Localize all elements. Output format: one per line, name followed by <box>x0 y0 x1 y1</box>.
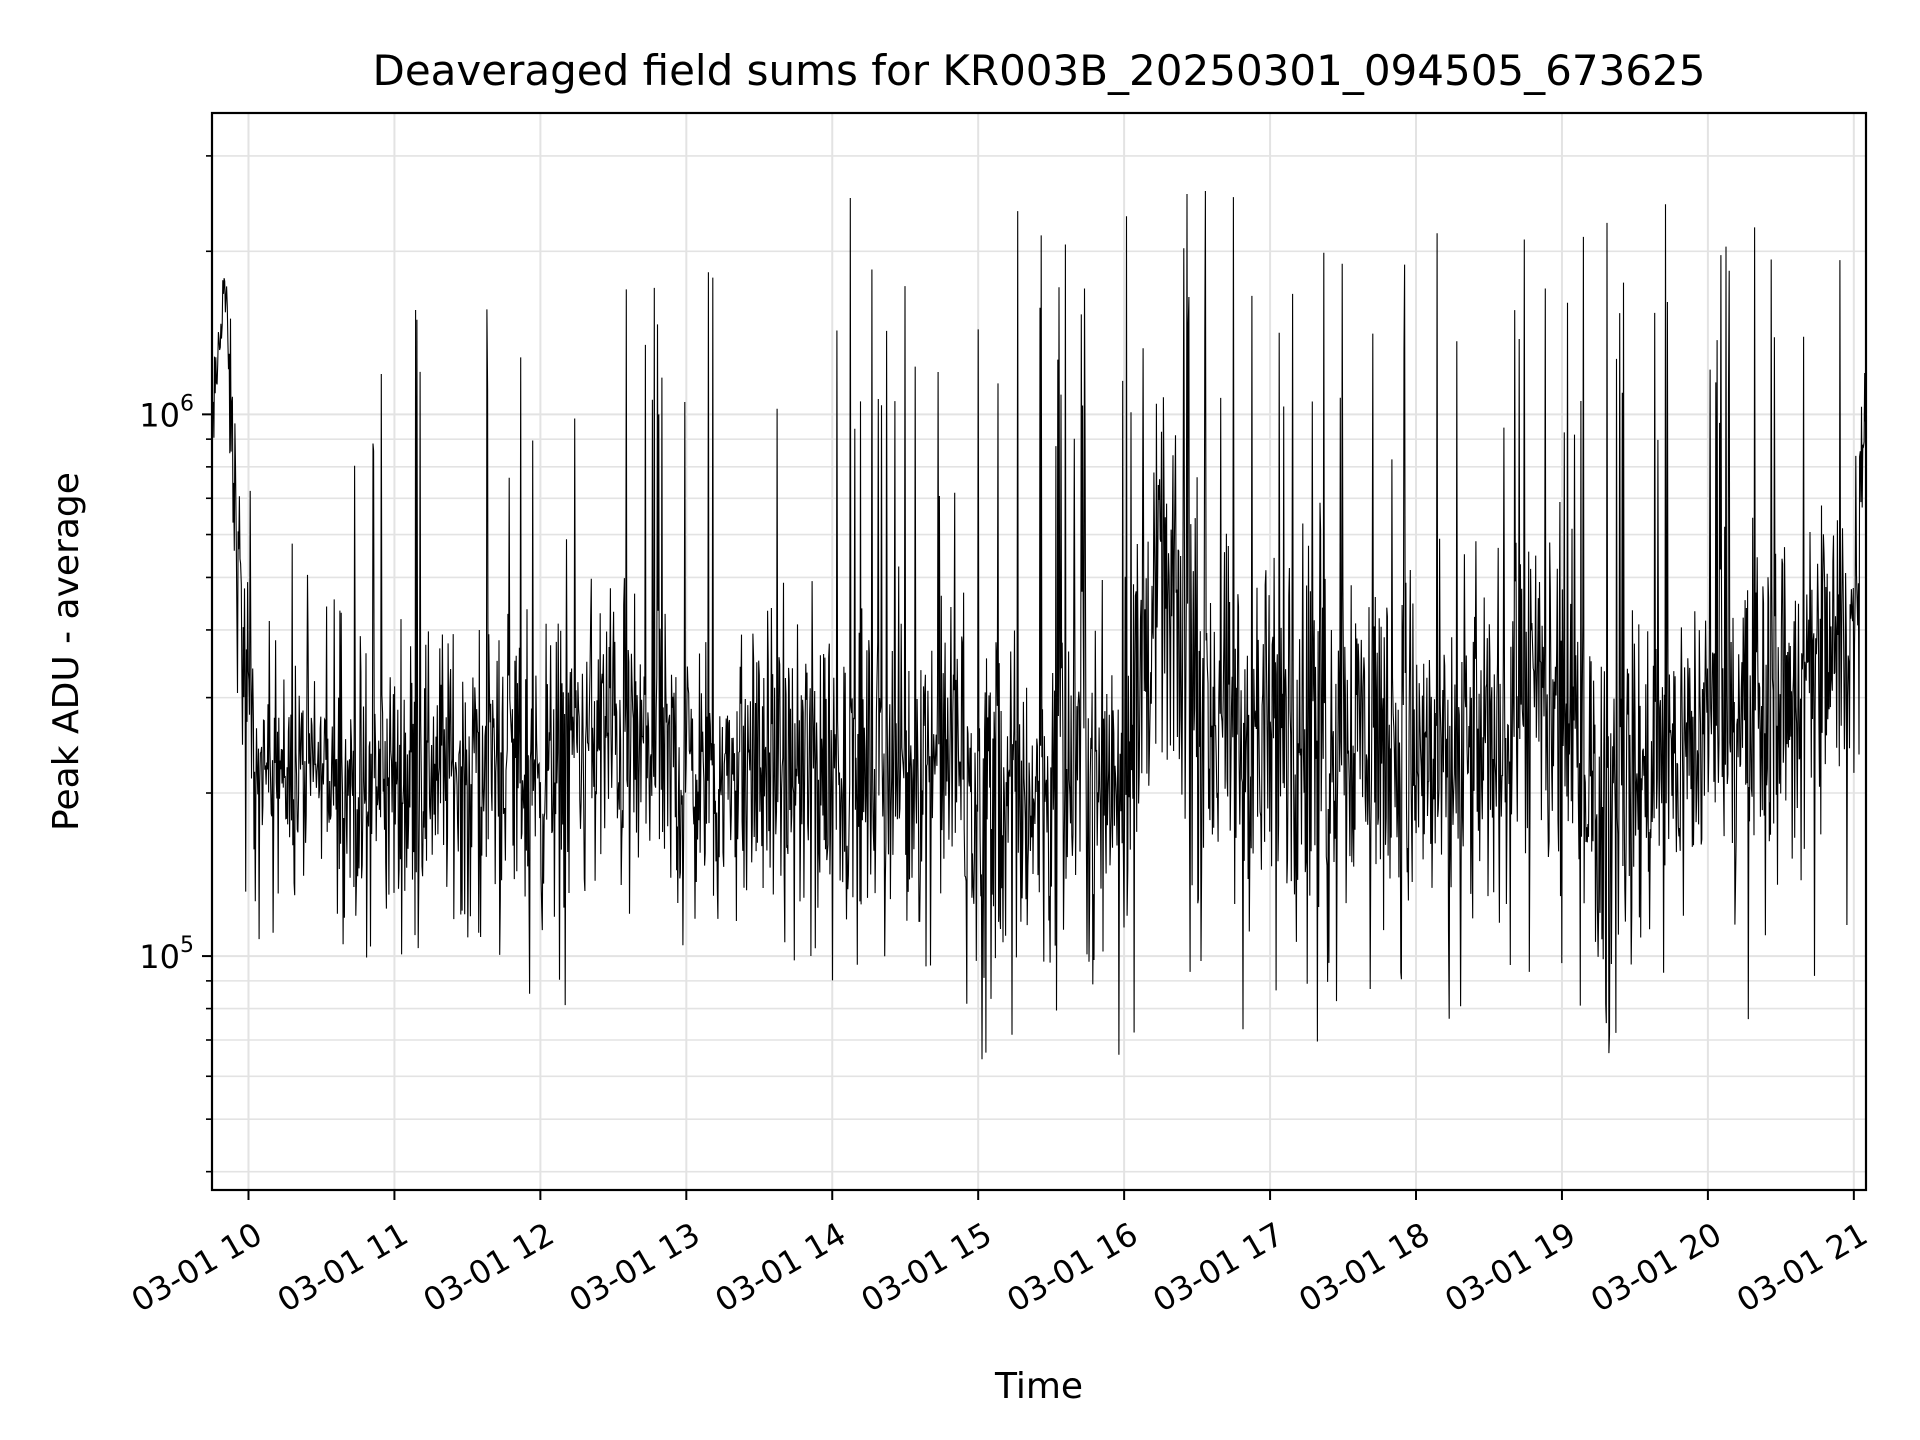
series-layer <box>211 190 1867 1060</box>
y-axis-label: Peak ADU - average <box>46 472 87 831</box>
plot-frame <box>210 111 1868 1192</box>
chart-title: Deaveraged field sums for KR003B_2025030… <box>373 46 1706 95</box>
x-axis-label: Time <box>994 1366 1083 1407</box>
series-line <box>211 190 1867 1060</box>
y-tick-label: 106 <box>139 391 194 434</box>
y-tick-label: 105 <box>139 933 194 976</box>
